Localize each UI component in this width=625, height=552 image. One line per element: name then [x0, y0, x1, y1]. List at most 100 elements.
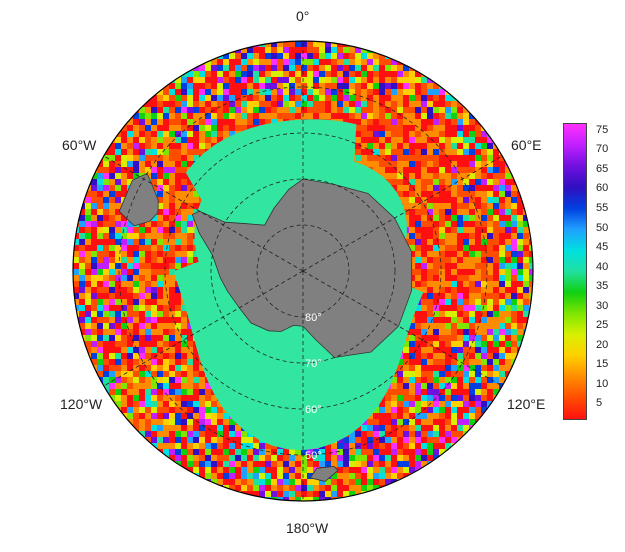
data-cell: [433, 191, 439, 197]
data-cell: [157, 155, 163, 161]
data-cell: [145, 293, 151, 299]
data-cell: [187, 179, 193, 185]
data-cell: [361, 461, 367, 467]
data-cell: [73, 263, 79, 269]
antarctica-landmass: [118, 172, 413, 482]
data-cell: [133, 371, 139, 377]
data-cell: [181, 173, 187, 179]
data-cell: [181, 443, 187, 449]
data-cell: [115, 395, 121, 401]
data-cell: [421, 359, 427, 365]
data-cell: [469, 329, 475, 335]
data-cell: [487, 269, 493, 275]
data-cell: [379, 413, 385, 419]
data-cell: [409, 245, 415, 251]
data-cell: [139, 137, 145, 143]
data-cell: [121, 377, 127, 383]
data-cell: [175, 221, 181, 227]
data-cell: [385, 131, 391, 137]
data-cell: [403, 125, 409, 131]
data-cell: [289, 491, 295, 497]
data-cell: [151, 299, 157, 305]
data-cell: [223, 95, 229, 101]
data-cell: [415, 215, 421, 221]
data-cell: [151, 251, 157, 257]
data-cell: [403, 101, 409, 107]
data-cell: [433, 365, 439, 371]
data-cell: [187, 71, 193, 77]
colorbar-tick-label: 40: [596, 260, 609, 273]
data-cell: [205, 473, 211, 479]
data-cell: [397, 161, 403, 167]
data-cell: [397, 455, 403, 461]
data-cell: [289, 101, 295, 107]
data-cell: [79, 287, 85, 293]
data-cell: [475, 173, 481, 179]
data-cell: [205, 383, 211, 389]
data-cell: [337, 467, 343, 473]
data-cell: [475, 401, 481, 407]
data-cell: [487, 143, 493, 149]
data-cell: [79, 209, 85, 215]
data-cell: [127, 305, 133, 311]
data-cell: [163, 209, 169, 215]
data-cell: [73, 239, 79, 245]
data-cell: [427, 77, 433, 83]
data-cell: [187, 377, 193, 383]
data-cell: [415, 401, 421, 407]
data-cell: [205, 461, 211, 467]
data-cell: [511, 329, 517, 335]
data-cell: [361, 119, 367, 125]
data-cell: [415, 209, 421, 215]
data-cell: [451, 425, 457, 431]
data-cell: [115, 389, 121, 395]
data-cell: [277, 71, 283, 77]
data-cell: [247, 125, 253, 131]
data-cell: [175, 167, 181, 173]
data-cell: [133, 245, 139, 251]
data-cell: [409, 335, 415, 341]
data-cell: [127, 383, 133, 389]
data-cell: [367, 119, 373, 125]
data-cell: [169, 377, 175, 383]
data-cell: [109, 197, 115, 203]
data-cell: [403, 191, 409, 197]
data-cell: [403, 167, 409, 173]
data-cell: [439, 341, 445, 347]
data-cell: [397, 431, 403, 437]
data-cell: [463, 143, 469, 149]
data-cell: [169, 389, 175, 395]
data-cell: [199, 107, 205, 113]
data-cell: [487, 257, 493, 263]
data-cell: [199, 383, 205, 389]
data-cell: [271, 119, 277, 125]
data-cell: [493, 365, 499, 371]
data-cell: [343, 107, 349, 113]
data-cell: [385, 95, 391, 101]
data-cell: [145, 263, 151, 269]
data-cell: [115, 341, 121, 347]
data-cell: [511, 233, 517, 239]
data-cell: [475, 137, 481, 143]
data-cell: [433, 269, 439, 275]
data-cell: [313, 491, 319, 497]
data-cell: [181, 167, 187, 173]
data-cell: [163, 269, 169, 275]
data-cell: [163, 311, 169, 317]
data-cell: [115, 281, 121, 287]
data-cell: [445, 155, 451, 161]
data-cell: [121, 143, 127, 149]
data-cell: [145, 137, 151, 143]
data-cell: [409, 461, 415, 467]
data-cell: [505, 185, 511, 191]
data-cell: [151, 317, 157, 323]
data-cell: [211, 77, 217, 83]
data-cell: [313, 53, 319, 59]
data-cell: [355, 131, 361, 137]
data-cell: [463, 119, 469, 125]
data-cell: [97, 365, 103, 371]
data-cell: [361, 143, 367, 149]
data-cell: [193, 371, 199, 377]
data-cell: [451, 287, 457, 293]
data-cell: [385, 443, 391, 449]
